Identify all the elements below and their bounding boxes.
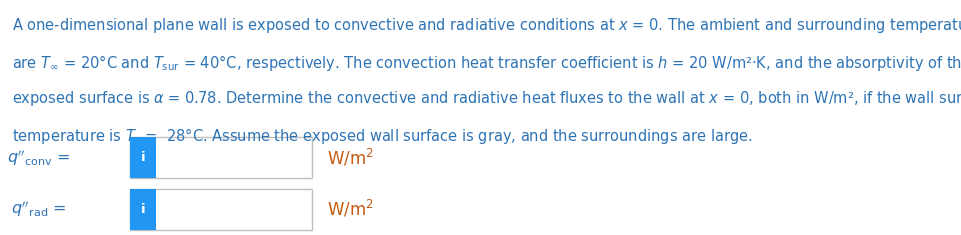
FancyBboxPatch shape	[130, 188, 312, 230]
Text: W/m$^2$: W/m$^2$	[327, 147, 374, 168]
FancyBboxPatch shape	[130, 137, 312, 178]
Text: A one-dimensional plane wall is exposed to convective and radiative conditions a: A one-dimensional plane wall is exposed …	[12, 16, 961, 35]
Text: $q''_{\mathrm{rad}}$ =: $q''_{\mathrm{rad}}$ =	[11, 199, 66, 219]
Text: are $T_\infty$ = 20°C and $T_{\mathrm{sur}}$ = 40°C, respectively. The convectio: are $T_\infty$ = 20°C and $T_{\mathrm{su…	[12, 53, 961, 73]
Text: W/m$^2$: W/m$^2$	[327, 199, 374, 220]
Text: i: i	[140, 203, 145, 216]
Text: $q''_{\mathrm{conv}}$ =: $q''_{\mathrm{conv}}$ =	[7, 147, 70, 168]
FancyBboxPatch shape	[130, 188, 157, 230]
Text: i: i	[140, 151, 145, 164]
Text: exposed surface is $\alpha$ = 0.78. Determine the convective and radiative heat : exposed surface is $\alpha$ = 0.78. Dete…	[12, 89, 961, 108]
FancyBboxPatch shape	[130, 137, 157, 178]
Text: temperature is $T_s$ =  28°C. Assume the exposed wall surface is gray, and the s: temperature is $T_s$ = 28°C. Assume the …	[12, 126, 752, 146]
